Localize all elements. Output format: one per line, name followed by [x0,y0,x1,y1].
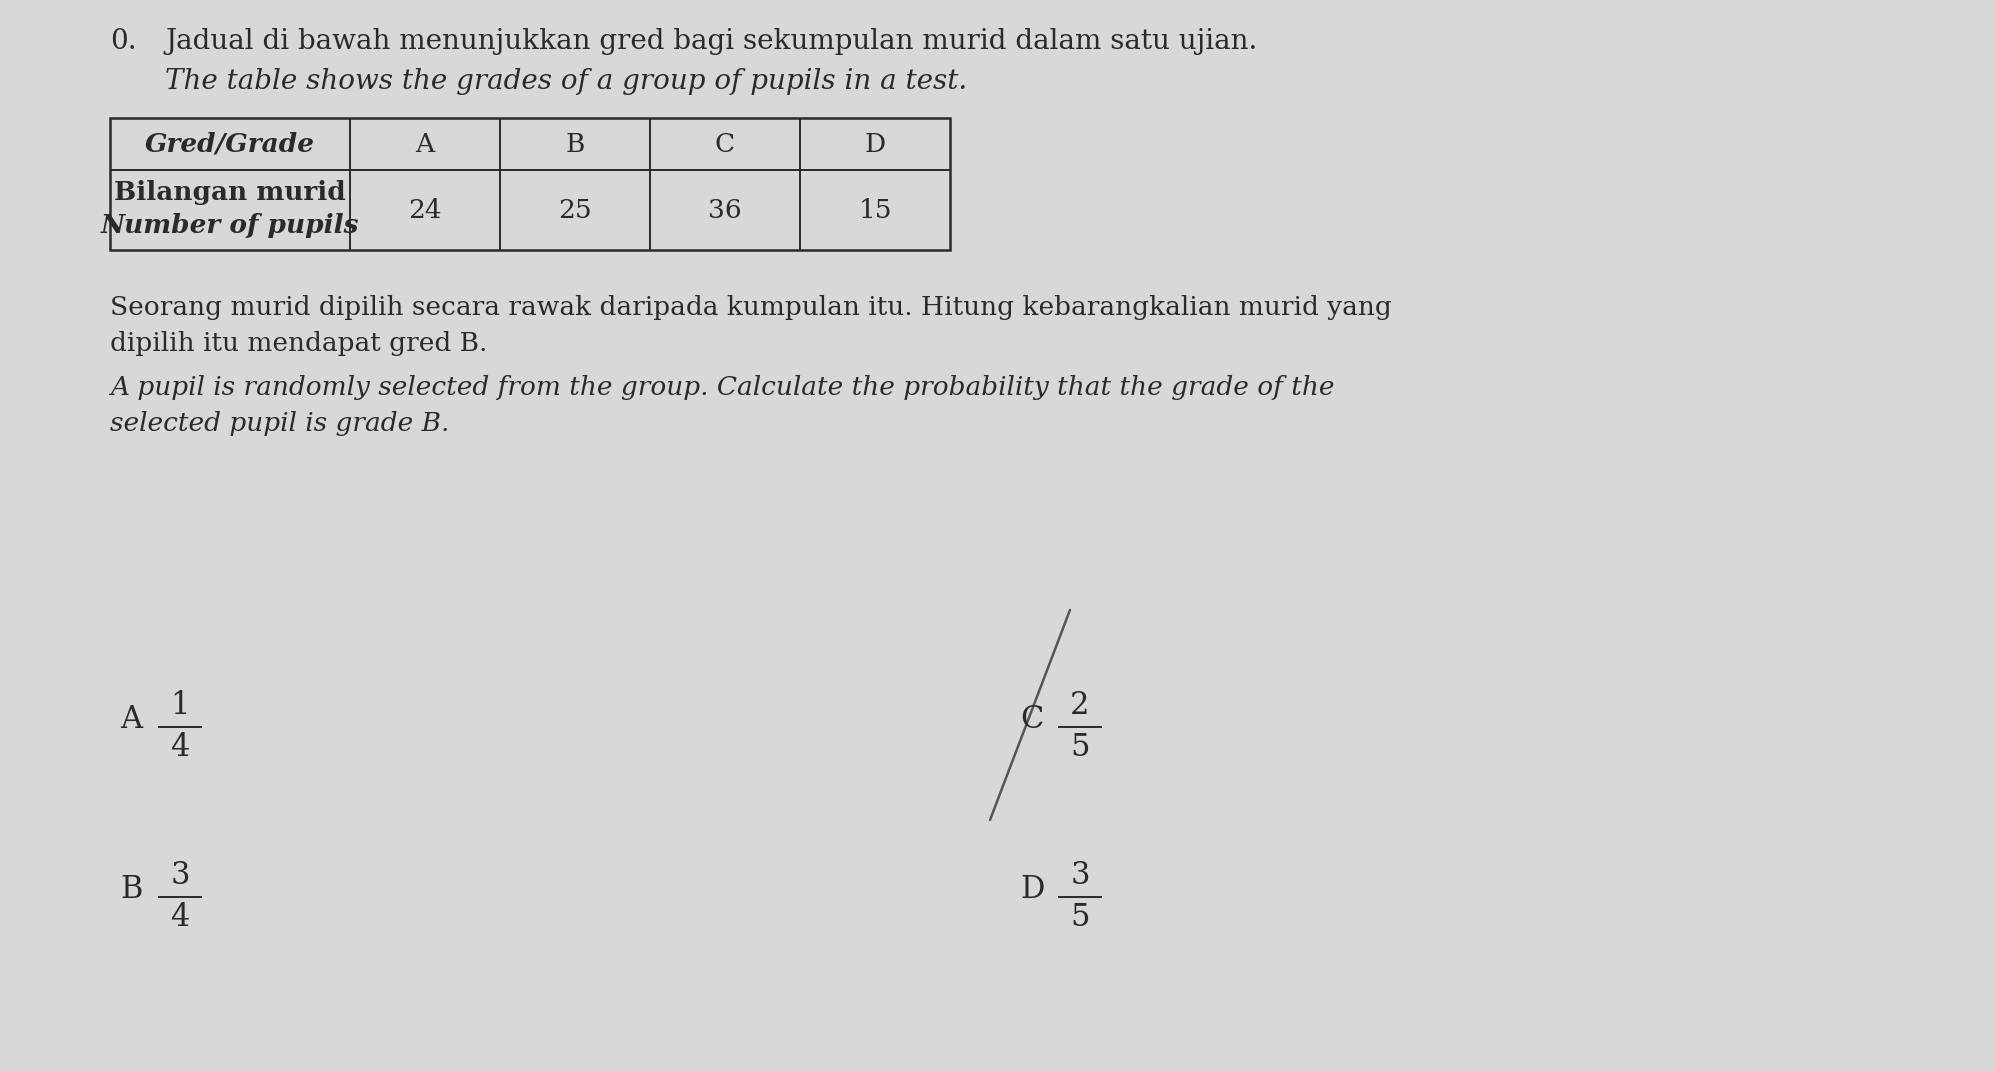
Text: A: A [415,132,435,156]
Text: A pupil is randomly selected from the group. Calculate the probability that the : A pupil is randomly selected from the gr… [110,375,1335,399]
Text: selected pupil is grade B.: selected pupil is grade B. [110,411,449,436]
Text: B: B [120,875,142,905]
Text: 24: 24 [409,197,441,223]
Text: The table shows the grades of a group of pupils in a test.: The table shows the grades of a group of… [166,67,968,95]
Text: Jadual di bawah menunjukkan gred bagi sekumpulan murid dalam satu ujian.: Jadual di bawah menunjukkan gred bagi se… [166,28,1257,55]
Text: Bilangan murid: Bilangan murid [114,180,345,205]
Text: A: A [120,705,142,736]
Text: D: D [864,132,886,156]
Bar [110,118,950,250]
Text: 5: 5 [1069,733,1089,764]
Text: 25: 25 [559,197,593,223]
Text: 15: 15 [858,197,892,223]
Text: 5: 5 [1069,903,1089,934]
Text: Seorang murid dipilih secara rawak daripada kumpulan itu. Hitung kebarangkalian : Seorang murid dipilih secara rawak darip… [110,295,1393,320]
Text: B: B [565,132,585,156]
Text: C: C [714,132,734,156]
Text: 36: 36 [708,197,742,223]
Text: Number of pupils: Number of pupils [102,213,359,239]
Text: 3: 3 [170,860,190,891]
Text: Gred/Grade: Gred/Grade [146,132,315,156]
Text: 0.: 0. [110,28,136,55]
Text: 3: 3 [1069,860,1089,891]
Text: 4: 4 [170,733,190,764]
Text: C: C [1019,705,1043,736]
Text: 4: 4 [170,903,190,934]
Text: dipilih itu mendapat gred B.: dipilih itu mendapat gred B. [110,331,487,356]
Text: 2: 2 [1069,691,1089,722]
Text: 1: 1 [170,691,190,722]
Text: D: D [1019,875,1043,905]
